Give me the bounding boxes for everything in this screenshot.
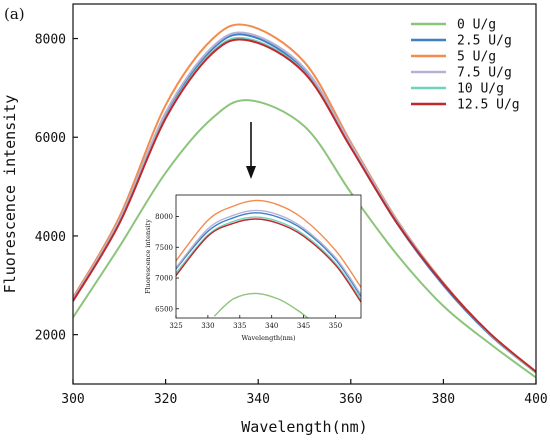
main-frame [72,3,537,385]
main-x-tick-label: 340 [246,392,269,407]
inset-x-tick-label: 335 [233,322,246,330]
decrease-arrow [246,122,256,179]
legend-label-10-u-g: 10 U/g [457,82,504,97]
inset-plot: 325 330 335 340 345 350 6500 7000 7500 8000 Wavele… [144,194,362,342]
inset-y-tick-label: 7000 [155,275,173,283]
inset-series-5-u-g [176,199,361,288]
legend-label-5-u-g: 5 U/g [457,50,496,65]
main-x-tick-label: 380 [432,392,455,407]
main-y-tick-label: 8000 [35,33,66,48]
inset-series-group [176,199,361,318]
main-y-tick-label: 6000 [35,131,66,146]
main-y-tick-label: 2000 [35,329,66,344]
main-x-tick-label: 360 [339,392,362,407]
inset-x-tick-label: 345 [297,322,310,330]
legend-label-7-5-u-g: 7.5 U/g [457,66,512,81]
inset-y-tick-label: 8000 [155,213,173,221]
inset-series-0-u-g [213,292,309,318]
inset-series-12-5-u-g [176,218,361,303]
inset-y-tick-label: 7500 [155,244,173,252]
inset-y-tick-label: 6500 [155,305,173,313]
main-plot: 300 320 340 360 380 400 2000 4000 6000 8000 Wavele… [1,3,548,436]
legend: 0 U/g2.5 U/g5 U/g7.5 U/g10 U/g12.5 U/g [411,18,520,113]
legend-label-2-5-u-g: 2.5 U/g [457,34,512,49]
inset-series-7-5-u-g [176,209,361,296]
main-series-group [73,23,536,379]
inset-x-tick-label: 330 [201,322,214,330]
main-series-12-5-u-g [73,38,536,373]
main-x-tick-label: 320 [154,392,177,407]
inset-series-2-5-u-g [176,212,361,297]
main-y-tick-label: 4000 [35,230,66,245]
panel-label: (a) [4,5,25,23]
main-x-axis-title: Wavelength(nm) [241,418,367,436]
inset-y-axis-title: Fluorescence intensity [144,219,152,294]
inset-series-10-u-g [176,216,361,301]
legend-label-0-u-g: 0 U/g [457,18,496,33]
legend-label-12-5-u-g: 12.5 U/g [457,98,520,113]
inset-x-tick-label: 350 [329,322,342,330]
inset-x-axis-title: Wavelength(nm) [241,334,295,342]
inset-x-tick-label: 340 [265,322,278,330]
main-x-tick-label: 300 [61,392,84,407]
arrow-head [246,166,256,179]
main-series-0-u-g [73,99,536,379]
inset-frame [175,194,362,319]
main-y-axis-title: Fluorescence intensity [1,95,19,294]
inset-x-tick-label: 325 [169,322,182,330]
main-x-tick-label: 400 [524,392,547,407]
